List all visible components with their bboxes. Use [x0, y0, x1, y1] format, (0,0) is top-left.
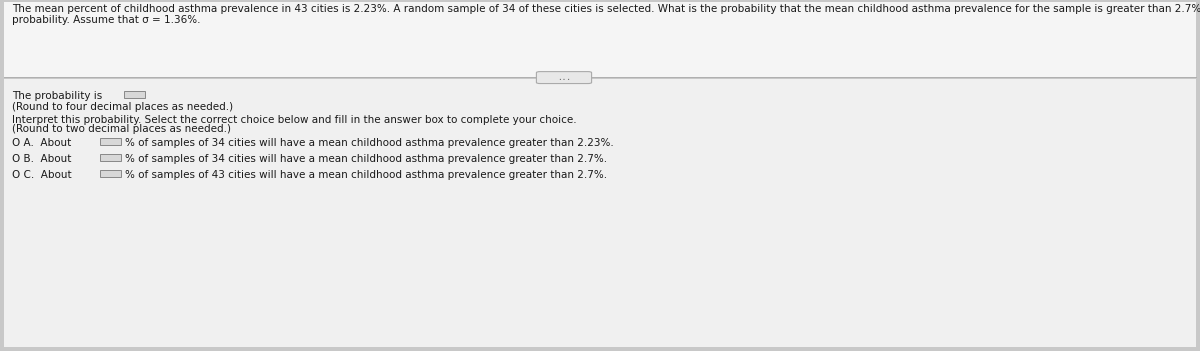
Text: % of samples of 34 cities will have a mean childhood asthma prevalence greater t: % of samples of 34 cities will have a me…: [125, 154, 607, 164]
Text: % of samples of 43 cities will have a mean childhood asthma prevalence greater t: % of samples of 43 cities will have a me…: [125, 170, 607, 179]
Text: The probability is: The probability is: [12, 91, 102, 101]
FancyBboxPatch shape: [4, 79, 1196, 347]
Text: O B.  About: O B. About: [12, 154, 71, 164]
Text: (Round to two decimal places as needed.): (Round to two decimal places as needed.): [12, 124, 230, 133]
Text: probability. Assume that σ = 1.36%.: probability. Assume that σ = 1.36%.: [12, 15, 200, 25]
Text: (Round to four decimal places as needed.): (Round to four decimal places as needed.…: [12, 102, 233, 112]
Text: O A.  About: O A. About: [12, 138, 71, 148]
Text: The mean percent of childhood asthma prevalence in 43 cities is 2.23%. A random : The mean percent of childhood asthma pre…: [12, 4, 1200, 14]
Text: Interpret this probability. Select the correct choice below and fill in the answ: Interpret this probability. Select the c…: [12, 115, 577, 125]
Text: % of samples of 34 cities will have a mean childhood asthma prevalence greater t: % of samples of 34 cities will have a me…: [125, 138, 613, 148]
FancyBboxPatch shape: [100, 154, 121, 161]
FancyBboxPatch shape: [100, 138, 121, 145]
Text: O C.  About: O C. About: [12, 170, 72, 179]
Text: ...: ...: [557, 73, 571, 82]
FancyBboxPatch shape: [4, 2, 1196, 77]
FancyBboxPatch shape: [124, 91, 145, 98]
FancyBboxPatch shape: [100, 170, 121, 177]
FancyBboxPatch shape: [536, 72, 592, 84]
